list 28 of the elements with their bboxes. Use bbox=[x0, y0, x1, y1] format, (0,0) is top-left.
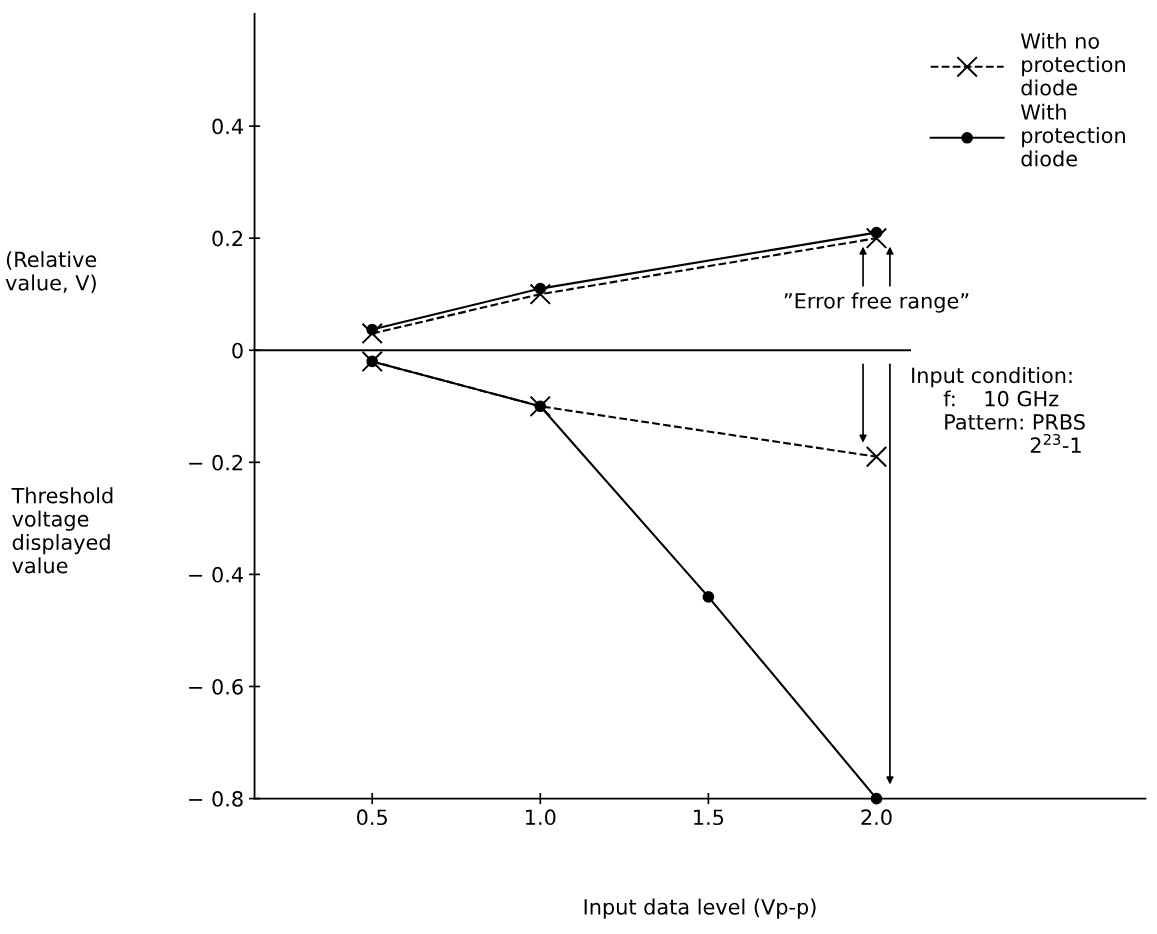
legend-label: With protection diode bbox=[1020, 103, 1125, 167]
y-tick-label: 0.2 bbox=[212, 230, 243, 247]
x-tick-label: 1.0 bbox=[526, 809, 556, 826]
point bbox=[870, 792, 883, 805]
y-tick-label: − 0.8 bbox=[189, 791, 243, 807]
x-axis-title: Input data level (Vp-p) bbox=[584, 898, 816, 919]
y-tick-label: 0.4 bbox=[212, 118, 243, 135]
text: Threshold voltage displayed value bbox=[11, 487, 113, 574]
y-tick-label: − 0.2 bbox=[189, 454, 243, 471]
y-tick-label: − 0.4 bbox=[189, 566, 243, 583]
point bbox=[529, 283, 551, 305]
point bbox=[870, 226, 883, 239]
point bbox=[361, 350, 383, 373]
annotation: ”Error free range” bbox=[784, 292, 969, 313]
x-tick-label: 0.5 bbox=[357, 809, 387, 826]
y-axis-title: (Relative value, V) bbox=[5, 251, 97, 294]
y-tick-label: − 0.6 bbox=[189, 678, 243, 695]
point bbox=[366, 355, 379, 368]
x-tick-label: 1.5 bbox=[694, 809, 724, 826]
point bbox=[534, 282, 547, 295]
point bbox=[361, 322, 383, 345]
y-tick-label: 0 bbox=[232, 342, 243, 359]
point bbox=[865, 446, 888, 468]
annotation: Input condition: f: 10 GHz Pattern: PRBS 2$^{23}$-1 bbox=[912, 367, 1085, 453]
point bbox=[702, 591, 715, 603]
legend-label: With no protection diode bbox=[1020, 32, 1125, 96]
point bbox=[366, 323, 379, 336]
x-tick-label: 2.0 bbox=[861, 809, 892, 826]
